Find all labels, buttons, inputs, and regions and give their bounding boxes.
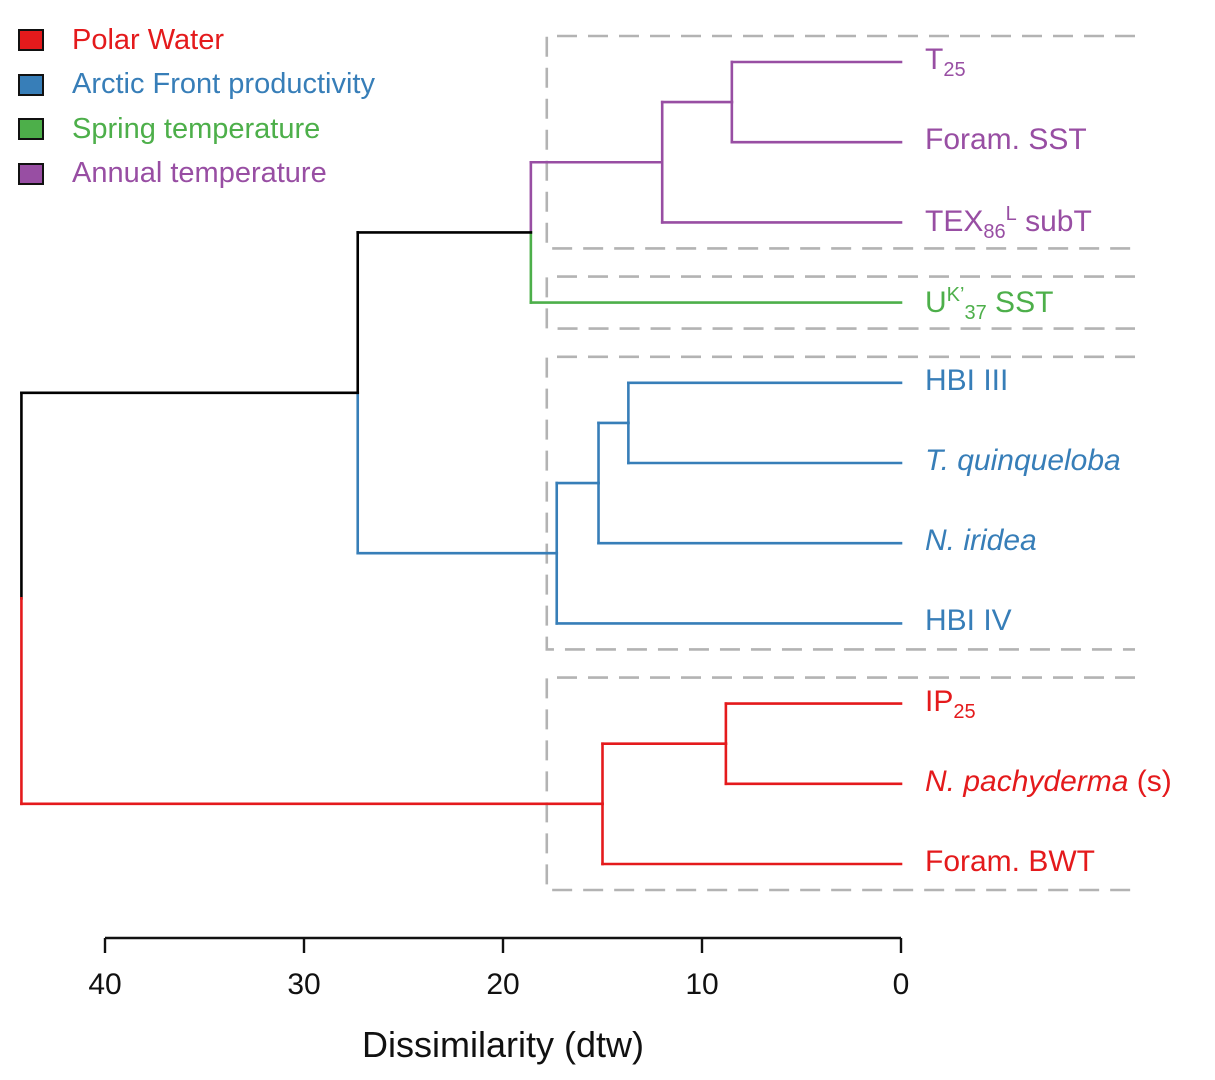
legend-swatch [18, 29, 44, 52]
leaf-label: T25 [925, 43, 966, 81]
cluster-cut-box [545, 355, 1135, 651]
legend-item-polar-water: Polar Water [18, 18, 375, 63]
legend-swatch [18, 118, 44, 141]
leaf-label: N. iridea [925, 524, 1037, 558]
leaf-label: HBI III [925, 363, 1009, 397]
legend-item-annual-temperature: Annual temperature [18, 152, 375, 197]
legend-label: Spring temperature [72, 112, 321, 145]
cluster-cut-box [545, 34, 1135, 250]
leaf-label: Foram. BWT [925, 845, 1095, 878]
x-tick-label: 40 [88, 968, 122, 1001]
legend-item-spring-temperature: Spring temperature [18, 107, 375, 152]
cluster-cut-box [545, 676, 1135, 892]
dendrogram-branches [20, 60, 903, 866]
leaf-label: TEX86L subT [925, 203, 1092, 244]
legend-item-arctic-front: Arctic Front productivity [18, 63, 375, 108]
leaf-label: N. pachyderma (s) [925, 764, 1172, 798]
x-tick-label: 20 [486, 968, 520, 1001]
leaf-label: UK’37 SST [925, 283, 1054, 324]
legend: Polar Water Arctic Front productivity Sp… [18, 18, 375, 196]
legend-swatch [18, 162, 44, 185]
x-tick-label: 0 [892, 968, 910, 1001]
leaf-label: HBI IV [925, 604, 1012, 638]
x-axis-title: Dissimilarity (dtw) [362, 1024, 644, 1065]
leaf-label: IP25 [925, 684, 976, 723]
legend-swatch [18, 73, 44, 96]
leaf-label: T. quinqueloba [925, 444, 1121, 477]
legend-label: Arctic Front productivity [72, 68, 375, 101]
cluster-cut-boxes [545, 34, 1135, 892]
legend-label: Annual temperature [72, 157, 327, 190]
legend-label: Polar Water [72, 23, 225, 56]
x-tick-label: 10 [685, 968, 719, 1001]
cluster-cut-box [545, 275, 1135, 330]
leaf-label: Foram. SST [925, 123, 1087, 157]
x-axis [103, 936, 903, 953]
x-tick-label: 30 [287, 968, 321, 1001]
